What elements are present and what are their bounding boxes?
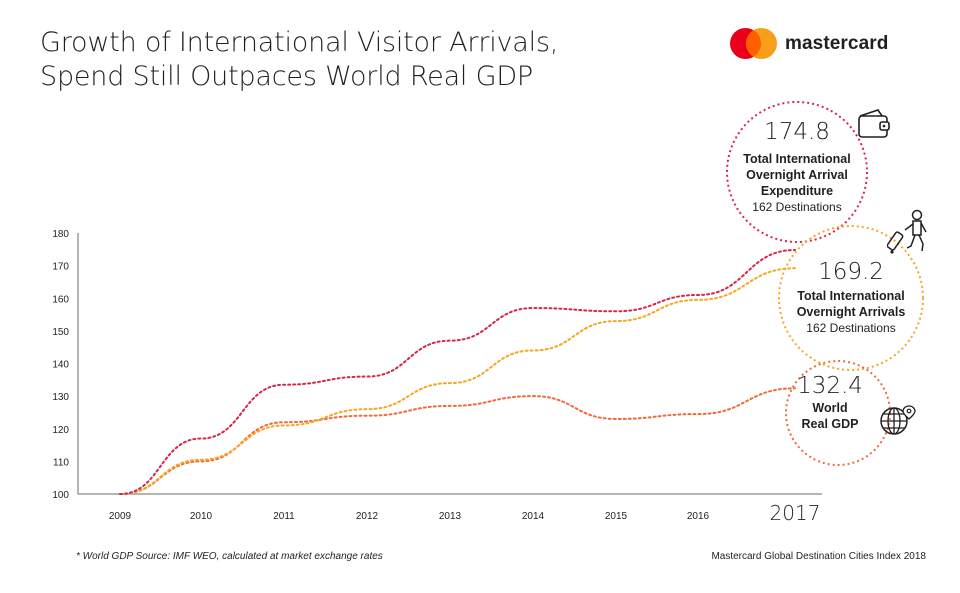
series-line-world-real-gdp [119, 387, 796, 495]
gdp-label-1: World [812, 401, 848, 415]
expenditure-label-1: Total International [743, 152, 851, 166]
x-tick-label: 2013 [439, 511, 462, 522]
y-tick-label: 100 [52, 490, 69, 501]
gdp-value: 132.4 [797, 373, 863, 399]
expenditure-label-2: Overnight Arrival [746, 168, 848, 182]
wallet-icon [858, 109, 890, 138]
expenditure-label-3: Expenditure [760, 184, 834, 198]
globe-pin-icon [880, 405, 916, 435]
y-tick-label: 120 [52, 425, 69, 436]
arrivals-bubble [778, 225, 924, 371]
x-tick-label: 2015 [605, 511, 628, 522]
title-line-1: Growth of International Visitor Arrivals… [40, 27, 559, 58]
y-tick-label: 150 [52, 327, 69, 338]
x-tick-label: 2009 [109, 511, 132, 522]
arrivals-sub: 162 Destinations [806, 321, 896, 335]
y-tick-label: 140 [52, 360, 69, 371]
y-tick-label: 170 [52, 262, 69, 273]
arrivals-annotation: 169.2 Total International Overnight Arri… [780, 258, 922, 336]
expenditure-sub: 162 Destinations [752, 200, 842, 214]
gdp-bubble [785, 360, 891, 466]
x-tick-label: 2017 [770, 501, 821, 525]
x-tick-label: 2011 [273, 511, 295, 522]
mastercard-circles-icon [730, 28, 778, 60]
gdp-annotation: 132.4 World Real GDP [780, 372, 880, 432]
annotation-bubbles [726, 101, 924, 466]
series-line-total-international-overnight-arrival-expenditure [119, 248, 796, 495]
expenditure-value: 174.8 [764, 119, 830, 145]
expenditure-annotation: 174.8 Total International Overnight Arri… [727, 118, 867, 215]
y-tick-label: 160 [52, 294, 69, 305]
logo-wordmark: mastercard [785, 33, 889, 54]
x-tick-label: 2016 [687, 511, 710, 522]
axes [77, 233, 822, 495]
arrivals-label-2: Overnight Arrivals [796, 305, 906, 319]
y-tick-label: 180 [52, 229, 69, 240]
x-tick-label: 2014 [522, 511, 545, 522]
y-tick-label: 110 [53, 457, 69, 468]
footnote-gdp-source: * World GDP Source: IMF WEO, calculated … [76, 551, 383, 562]
x-tick-label: 2010 [190, 511, 213, 522]
chart-title: Growth of International Visitor Arrivals… [40, 26, 558, 94]
arrivals-value: 169.2 [818, 259, 884, 285]
gdp-label-2: Real GDP [801, 417, 859, 431]
mastercard-logo: mastercard [730, 28, 888, 60]
series-line-total-international-overnight-arrivals [119, 267, 796, 495]
x-tick-label: 2012 [356, 511, 379, 522]
arrivals-label-1: Total International [797, 289, 905, 303]
traveler-with-luggage-icon [887, 209, 927, 254]
y-tick-label: 130 [52, 392, 69, 403]
title-line-2: Spend Still Outpaces World Real GDP [40, 61, 534, 92]
source-credit: Mastercard Global Destination Cities Ind… [711, 551, 926, 562]
expenditure-bubble [726, 101, 868, 243]
